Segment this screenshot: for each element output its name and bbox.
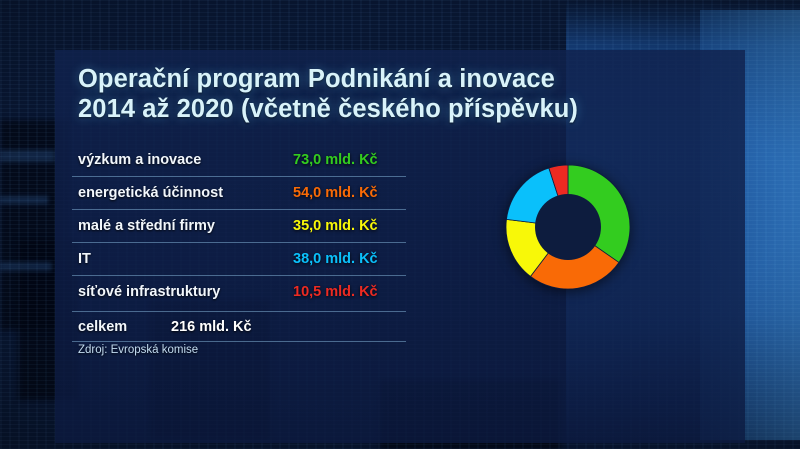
title-line-1: Operační program Podnikání a inovace — [78, 65, 555, 93]
row-value: 10,5 mld. Kč — [293, 284, 378, 300]
total-value: 216 mld. Kč — [171, 318, 252, 335]
donut-chart — [506, 165, 630, 289]
page-title: Operační program Podnikání a inovace 201… — [78, 64, 698, 124]
donut-slice — [567, 165, 630, 263]
row-label: IT — [78, 251, 91, 267]
table-row: IT 38,0 mld. Kč — [72, 242, 406, 275]
row-value: 73,0 mld. Kč — [293, 151, 378, 168]
total-row: celkem 216 mld. Kč — [72, 311, 406, 341]
row-value: 35,0 mld. Kč — [293, 218, 378, 234]
data-table: výzkum a inovace 73,0 mld. Kč energetick… — [72, 143, 406, 308]
row-label: výzkum a inovace — [78, 151, 202, 168]
donut-chart-svg — [506, 165, 630, 289]
table-row: síťové infrastruktury 10,5 mld. Kč — [72, 275, 406, 308]
donut-hole — [535, 194, 601, 260]
table-row: malé a střední firmy 35,0 mld. Kč — [72, 209, 406, 242]
source-note: Zdroj: Evropská komise — [78, 344, 199, 356]
table-row: energetická účinnost 54,0 mld. Kč — [72, 176, 406, 209]
row-label: síťové infrastruktury — [78, 284, 221, 300]
row-value: 38,0 mld. Kč — [293, 251, 378, 267]
row-label: malé a střední firmy — [78, 218, 215, 234]
source-divider — [72, 341, 406, 342]
row-value: 54,0 mld. Kč — [293, 185, 378, 201]
title-line-2: 2014 až 2020 (včetně českého příspěvku) — [78, 95, 579, 123]
row-label: energetická účinnost — [78, 185, 224, 201]
content-panel — [55, 50, 745, 443]
table-row: výzkum a inovace 73,0 mld. Kč — [72, 143, 406, 176]
total-label: celkem — [78, 318, 128, 335]
